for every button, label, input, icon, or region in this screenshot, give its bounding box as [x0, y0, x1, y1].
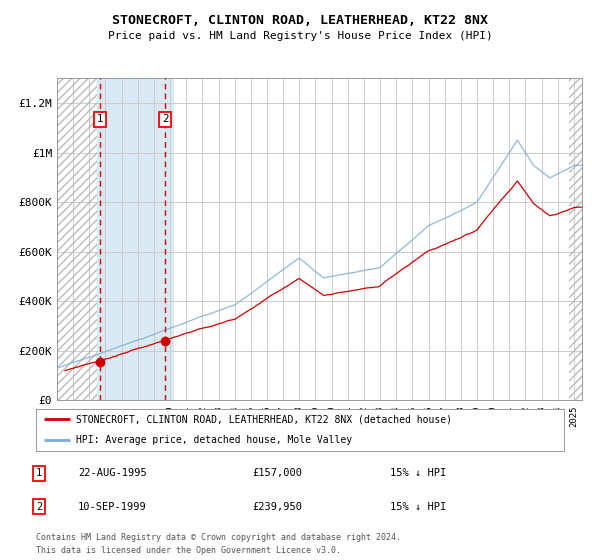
- Bar: [569, 78, 582, 400]
- Text: STONECROFT, CLINTON ROAD, LEATHERHEAD, KT22 8NX (detached house): STONECROFT, CLINTON ROAD, LEATHERHEAD, K…: [76, 414, 452, 424]
- Bar: [57, 78, 97, 400]
- Bar: [97, 78, 173, 400]
- Text: £239,950: £239,950: [252, 502, 302, 512]
- Text: HPI: Average price, detached house, Mole Valley: HPI: Average price, detached house, Mole…: [76, 435, 352, 445]
- Text: 15% ↓ HPI: 15% ↓ HPI: [390, 502, 446, 512]
- Text: STONECROFT, CLINTON ROAD, LEATHERHEAD, KT22 8NX: STONECROFT, CLINTON ROAD, LEATHERHEAD, K…: [112, 14, 488, 27]
- Text: Contains HM Land Registry data © Crown copyright and database right 2024.: Contains HM Land Registry data © Crown c…: [36, 533, 401, 542]
- Text: 2: 2: [36, 502, 42, 512]
- Text: £157,000: £157,000: [252, 468, 302, 478]
- Text: Price paid vs. HM Land Registry's House Price Index (HPI): Price paid vs. HM Land Registry's House …: [107, 31, 493, 41]
- Bar: [57, 78, 97, 400]
- Text: 15% ↓ HPI: 15% ↓ HPI: [390, 468, 446, 478]
- Text: This data is licensed under the Open Government Licence v3.0.: This data is licensed under the Open Gov…: [36, 546, 341, 555]
- Text: 10-SEP-1999: 10-SEP-1999: [78, 502, 147, 512]
- Text: 1: 1: [36, 468, 42, 478]
- Bar: [569, 78, 582, 400]
- Text: 1: 1: [97, 114, 103, 124]
- Text: 2: 2: [162, 114, 169, 124]
- Text: 22-AUG-1995: 22-AUG-1995: [78, 468, 147, 478]
